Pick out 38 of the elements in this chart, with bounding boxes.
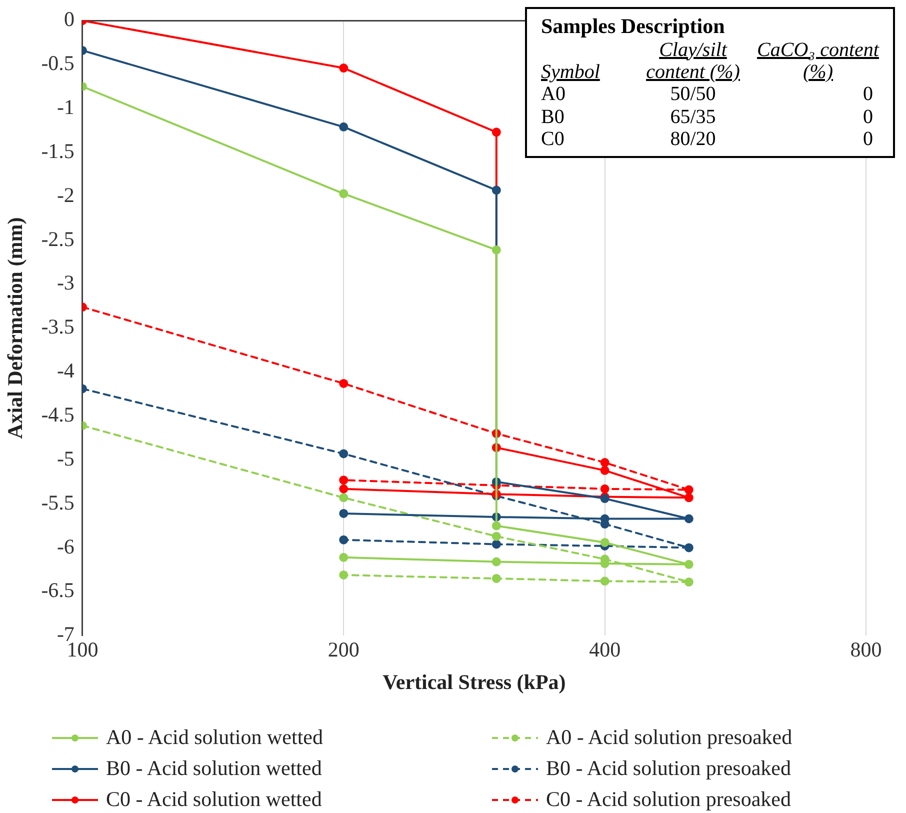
y-tick-label: -4 [56,358,75,383]
legend-label: B0 - Acid solution presoaked [546,756,791,781]
x-axis-title: Vertical Stress (kPa) [382,670,566,694]
y-tick-label: 0 [64,7,74,32]
annotation: 80/20 [669,128,717,150]
annotation: 50/50 [669,83,717,106]
annotation: Clay/silt content (%) [645,38,741,84]
y-tick-label: -5.5 [41,490,74,514]
annotation: 0 [862,83,874,106]
annotation: C0 [541,128,566,150]
legend-label: C0 - Acid solution wetted [106,787,322,812]
legend-label: B0 - Acid solution wetted [106,756,322,781]
annotation: B0 [541,106,566,128]
y-tick-label: -6 [56,534,74,558]
y-tick-label: -6.5 [41,578,74,602]
y-tick-label: -2 [56,182,74,207]
annotation: 0 [862,128,874,150]
annotation: A0 [541,83,566,106]
y-tick-label: -1 [56,94,74,119]
y-tick-label: -5 [56,446,74,470]
x-tick-label: 800 [850,638,882,662]
annotation: Samples Description [541,14,726,39]
y-tick-label: -4.5 [41,402,74,426]
y-tick-label: -3.5 [41,314,74,339]
y-axis-title: Axial Deformation (mm) [3,217,28,439]
legend-label: C0 - Acid solution presoaked [546,787,791,812]
annotation: 0 [862,106,874,128]
annotation: 65/35 [669,106,717,128]
annotation: CaCO₃ content (%) [757,38,879,84]
y-tick-label: -3 [56,270,74,295]
y-tick-label: -2.5 [41,226,74,251]
x-tick-label: 400 [589,638,621,662]
y-tick-label: -1.5 [41,138,74,163]
x-tick-label: 200 [328,638,360,662]
legend-label: A0 - Acid solution presoaked [546,725,792,750]
legend-label: A0 - Acid solution wetted [106,725,323,750]
y-tick-label: -0.5 [41,51,74,76]
annotation: Symbol [541,60,601,84]
